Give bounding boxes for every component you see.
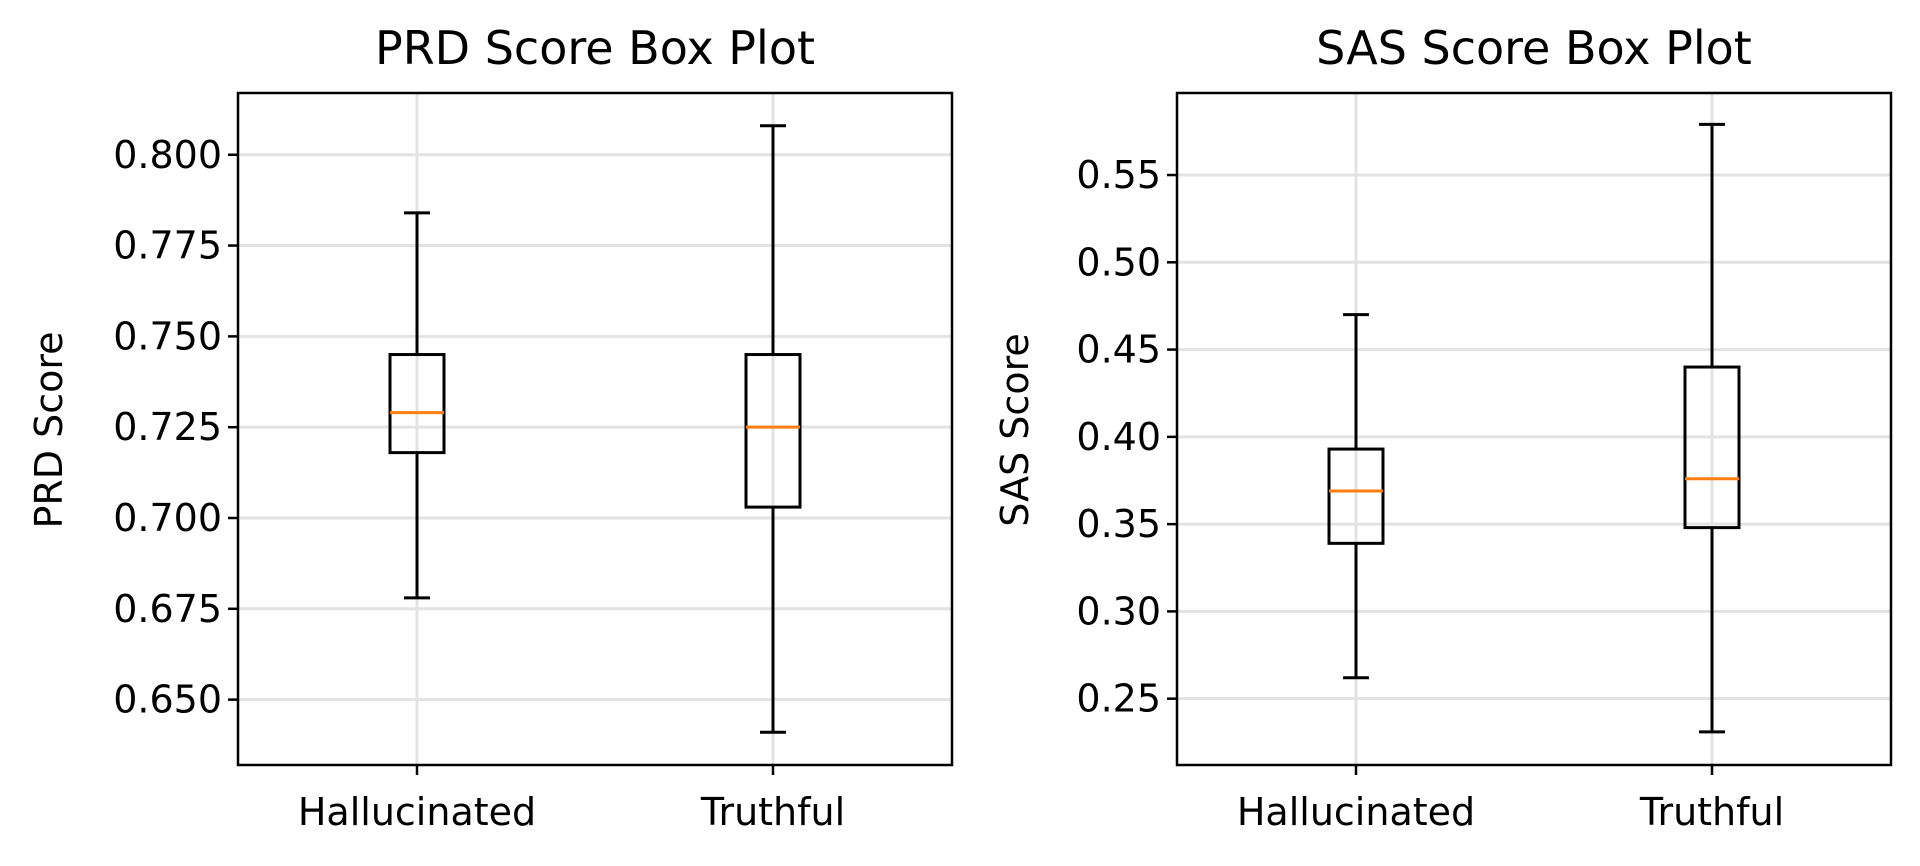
y-tick-label: 0.725 (113, 405, 222, 449)
y-tick-label: 0.55 (1076, 153, 1161, 197)
y-tick-label: 0.800 (113, 133, 222, 177)
y-tick-label: 0.25 (1076, 677, 1161, 721)
y-tick-label: 0.750 (113, 314, 222, 358)
prd-box-plot-panel: PRD Score Box Plot PRD Score 0.650 0.675 0… (27, 21, 954, 834)
y-axis-label: SAS Score (993, 333, 1037, 526)
y-tick-label: 0.675 (113, 587, 222, 631)
plot-frame (1175, 91, 1893, 767)
chart-title: PRD Score Box Plot (375, 21, 815, 75)
y-tick-label: 0.40 (1076, 415, 1161, 459)
box-truthful (744, 124, 802, 734)
y-tick-label: 0.45 (1076, 328, 1161, 372)
sas-box-plot-panel: SAS Score Box Plot SAS Score 0.25 0.30 0.3… (993, 21, 1893, 834)
plot-frame (236, 91, 954, 767)
box-hallucinated (1327, 313, 1385, 680)
x-tick-label: Truthful (700, 790, 845, 834)
box-hallucinated (388, 211, 446, 600)
y-axis-label: PRD Score (27, 331, 71, 528)
chart-title: SAS Score Box Plot (1316, 21, 1752, 75)
y-tick-label: 0.650 (113, 678, 222, 722)
x-tick-label: Hallucinated (1237, 790, 1475, 834)
y-tick-label: 0.35 (1076, 502, 1161, 546)
y-tick-label: 0.50 (1076, 240, 1161, 284)
box-truthful (1683, 122, 1741, 734)
iqr-box (744, 353, 802, 509)
y-tick-label: 0.30 (1076, 589, 1161, 633)
y-tick-label: 0.775 (113, 224, 222, 268)
iqr-box (1327, 447, 1385, 545)
iqr-box (388, 353, 446, 455)
x-tick-label: Truthful (1639, 790, 1784, 834)
y-tick-label: 0.700 (113, 496, 222, 540)
iqr-box (1683, 365, 1741, 530)
x-tick-label: Hallucinated (298, 790, 536, 834)
